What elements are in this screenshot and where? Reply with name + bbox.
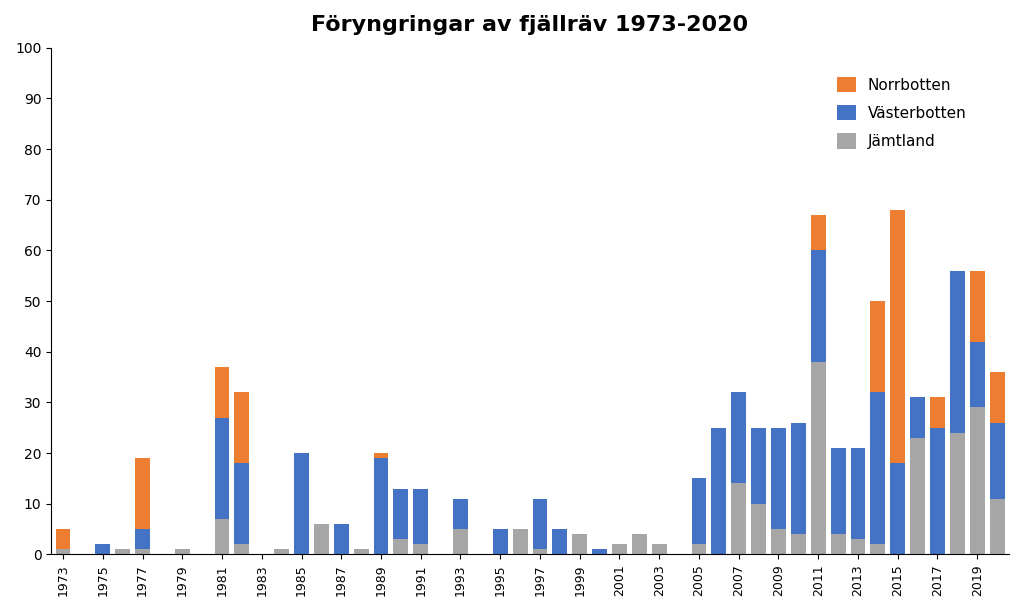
Title: Föryngringar av fjällräv 1973-2020: Föryngringar av fjällräv 1973-2020: [311, 15, 749, 35]
Bar: [890, 463, 905, 554]
Bar: [731, 392, 746, 483]
Bar: [314, 524, 329, 554]
Bar: [910, 397, 925, 438]
Bar: [393, 489, 409, 539]
Bar: [215, 417, 229, 519]
Bar: [135, 458, 150, 529]
Bar: [453, 499, 468, 529]
Bar: [414, 544, 428, 554]
Bar: [414, 489, 428, 544]
Bar: [612, 544, 627, 554]
Bar: [930, 428, 945, 554]
Bar: [592, 549, 607, 554]
Bar: [234, 544, 249, 554]
Bar: [234, 463, 249, 544]
Bar: [811, 362, 825, 554]
Bar: [393, 539, 409, 554]
Bar: [513, 529, 527, 554]
Bar: [55, 529, 71, 549]
Bar: [374, 453, 388, 458]
Bar: [930, 397, 945, 428]
Bar: [731, 483, 746, 554]
Bar: [691, 478, 707, 544]
Bar: [970, 271, 985, 342]
Bar: [752, 503, 766, 554]
Bar: [334, 524, 349, 554]
Bar: [830, 448, 846, 534]
Bar: [135, 529, 150, 549]
Bar: [353, 549, 369, 554]
Bar: [851, 448, 865, 539]
Bar: [135, 549, 150, 554]
Bar: [870, 392, 886, 544]
Bar: [771, 529, 785, 554]
Bar: [970, 342, 985, 408]
Bar: [215, 367, 229, 417]
Bar: [771, 428, 785, 529]
Bar: [910, 438, 925, 554]
Bar: [970, 408, 985, 554]
Bar: [175, 549, 189, 554]
Bar: [989, 499, 1005, 554]
Bar: [989, 372, 1005, 423]
Bar: [989, 423, 1005, 499]
Bar: [811, 251, 825, 362]
Bar: [632, 534, 647, 554]
Bar: [294, 453, 309, 554]
Bar: [691, 544, 707, 554]
Bar: [811, 215, 825, 251]
Bar: [890, 210, 905, 463]
Bar: [950, 271, 965, 433]
Bar: [234, 392, 249, 463]
Bar: [712, 428, 726, 554]
Bar: [115, 549, 130, 554]
Bar: [851, 539, 865, 554]
Bar: [274, 549, 289, 554]
Bar: [791, 423, 806, 534]
Bar: [95, 544, 111, 554]
Bar: [374, 458, 388, 554]
Bar: [870, 544, 886, 554]
Bar: [55, 549, 71, 554]
Bar: [752, 428, 766, 503]
Bar: [215, 519, 229, 554]
Bar: [651, 544, 667, 554]
Bar: [532, 549, 548, 554]
Bar: [453, 529, 468, 554]
Bar: [532, 499, 548, 549]
Bar: [572, 534, 587, 554]
Bar: [870, 301, 886, 392]
Bar: [950, 433, 965, 554]
Bar: [830, 534, 846, 554]
Bar: [552, 529, 567, 554]
Legend: Norrbotten, Västerbotten, Jämtland: Norrbotten, Västerbotten, Jämtland: [831, 70, 973, 155]
Bar: [791, 534, 806, 554]
Bar: [493, 529, 508, 554]
